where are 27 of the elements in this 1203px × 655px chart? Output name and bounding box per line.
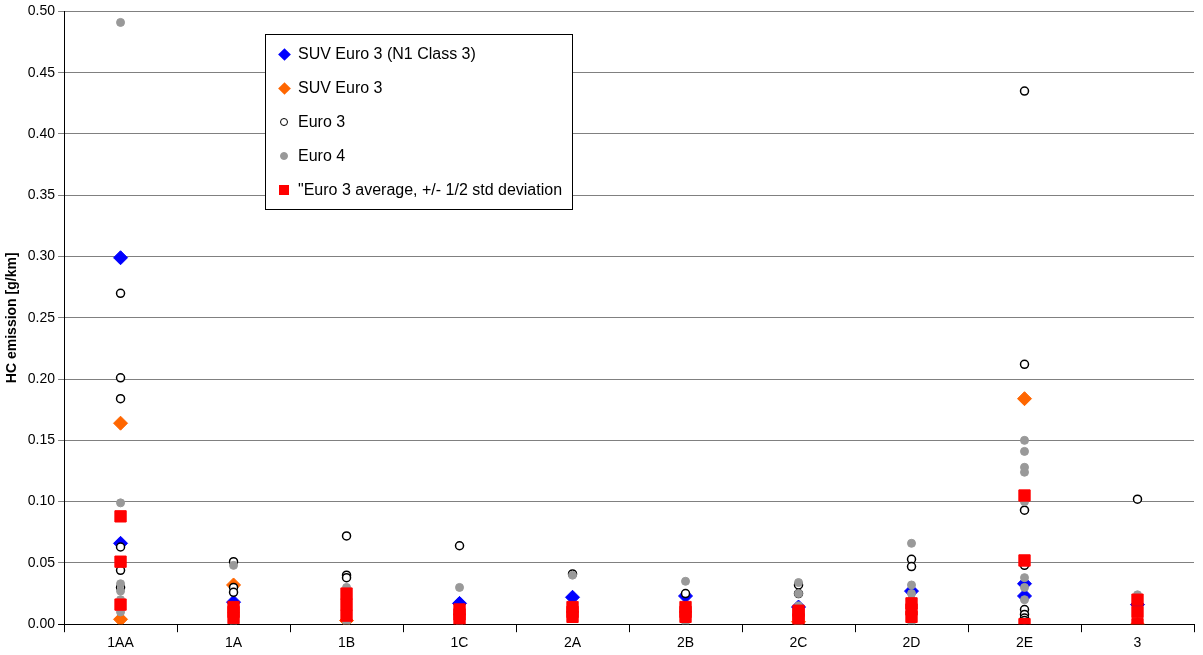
y-tick-label: 0.00: [27, 615, 56, 632]
y-tick-label: 0.45: [27, 63, 56, 80]
x-tick-label: 1C: [450, 634, 469, 651]
legend-label: "Euro 3 average, +/- 1/2 std deviation: [298, 181, 563, 199]
y-tick-label: 0.40: [27, 124, 56, 141]
y-tick-label: 0.05: [27, 553, 56, 570]
legend-label: Euro 3: [298, 113, 346, 131]
y-tick-label: 0.35: [27, 186, 56, 203]
y-tick-label: 0.30: [27, 247, 56, 264]
y-tick-label: 0.50: [27, 2, 56, 19]
legend-label: SUV Euro 3: [298, 79, 383, 97]
y-tick-label: 0.20: [27, 369, 56, 386]
x-tick-label: 1AA: [107, 634, 135, 651]
x-tick-label: 3: [1133, 634, 1142, 651]
x-tick-label: 1B: [337, 634, 356, 651]
legend-label: SUV Euro 3 (N1 Class 3): [298, 45, 476, 63]
y-tick-label: 0.15: [27, 431, 56, 448]
y-axis-title: HC emission [g/km]: [3, 252, 20, 384]
y-tick-label: 0.10: [27, 492, 56, 509]
x-tick-label: 1A: [224, 634, 243, 651]
x-tick-label: 2C: [789, 634, 808, 651]
x-tick-label: 2B: [676, 634, 695, 651]
legend-label: Euro 4: [298, 147, 346, 165]
y-tick-label: 0.25: [27, 308, 56, 325]
x-tick-label: 2A: [563, 634, 582, 651]
x-tick-label: 2D: [902, 634, 921, 651]
x-tick-label: 2E: [1015, 634, 1034, 651]
